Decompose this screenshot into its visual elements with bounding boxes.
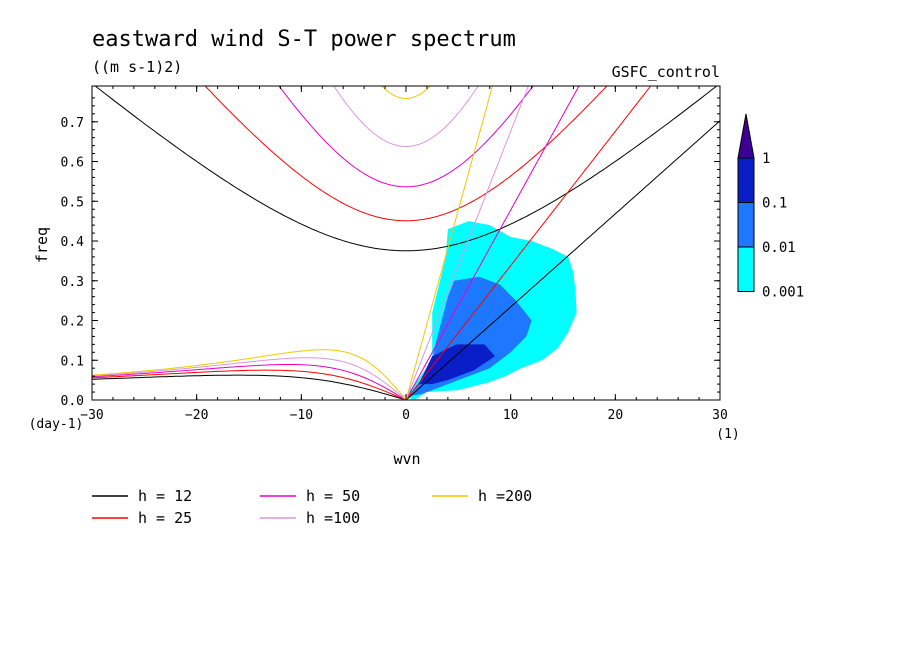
- y-tick-label: 0.7: [61, 116, 84, 131]
- inertio-gravity-curve-h12: [94, 86, 718, 252]
- x-tick-label: −30: [80, 408, 103, 423]
- chart-subtitle: ((m s-1)2): [92, 58, 182, 76]
- colorbar: 1 0.1 0.01 0.001: [737, 113, 804, 301]
- inertio-gravity-curve-h100: [333, 86, 479, 148]
- inertio-gravity-curve-h200: [381, 86, 431, 100]
- x-axis-label: wvn: [393, 450, 420, 468]
- y-tick-label: 0.2: [61, 315, 84, 330]
- y-tick-label: 0.5: [61, 195, 84, 210]
- plot-area: [92, 86, 720, 400]
- x-tick-label: 30: [712, 408, 728, 423]
- kelvin-curve-h50: [405, 86, 580, 400]
- x-tick-label: 20: [608, 408, 624, 423]
- rossby-curve-h100: [92, 357, 407, 400]
- kelvin-curve-h25: [405, 86, 652, 400]
- kelvin-curve-h100: [405, 86, 529, 400]
- y-tick-label: 0.0: [61, 394, 84, 409]
- axes: −30 −20 −10 0 10 20 30 0.0 0.1 0.2 0.3 0.4 0.5 0.6 0.7: [61, 85, 728, 423]
- x-tick-label: −10: [290, 408, 313, 423]
- rossby-curve-h50: [92, 364, 407, 400]
- colorbar-swatch-1: [737, 202, 755, 248]
- colorbar-label: 0.01: [762, 240, 796, 256]
- inertio-gravity-curve-h25: [204, 86, 608, 222]
- colorbar-swatch-2: [737, 246, 755, 292]
- legend-label-h50: h = 50: [306, 487, 360, 505]
- rossby-curve-h25: [92, 369, 407, 400]
- y-tick-label: 0.6: [61, 156, 84, 171]
- kelvin-curve-h12: [405, 120, 720, 400]
- colorbar-label: 1: [762, 151, 770, 167]
- colorbar-label: 0.001: [762, 285, 804, 301]
- legend-label-h100: h =100: [306, 509, 360, 527]
- y-unit-label: (day-1): [29, 417, 84, 432]
- plot-clip-group: [92, 86, 720, 400]
- colorbar-label: 0.1: [762, 196, 787, 212]
- colorbar-swatch-0: [737, 157, 755, 203]
- x-unit-label: (1): [716, 427, 739, 442]
- experiment-label: GSFC_control: [612, 63, 720, 81]
- inertio-gravity-curve-h50: [278, 86, 534, 188]
- legend-label-h12: h = 12: [138, 487, 192, 505]
- plot-frame: [91, 85, 721, 401]
- y-axis-label: freq: [33, 227, 51, 263]
- y-tick-label: 0.4: [61, 235, 85, 250]
- x-tick-label: −20: [185, 408, 208, 423]
- rossby-curve-h12: [92, 374, 407, 400]
- colorbar-cap-swatch: [737, 113, 755, 159]
- x-tick-label: 10: [503, 408, 519, 423]
- legend: h = 12 h = 25 h = 50 h =100 h =200: [92, 487, 532, 527]
- legend-label-h200: h =200: [478, 487, 532, 505]
- rossby-curve-h200: [92, 349, 407, 400]
- x-tick-label: 0: [402, 408, 410, 423]
- power-region-0.1: [418, 344, 495, 385]
- chart-title: eastward wind S-T power spectrum: [92, 27, 516, 52]
- y-tick-label: 0.1: [61, 354, 84, 369]
- y-tick-label: 0.3: [61, 275, 84, 290]
- legend-label-h25: h = 25: [138, 509, 192, 527]
- kelvin-curve-h200: [405, 86, 493, 400]
